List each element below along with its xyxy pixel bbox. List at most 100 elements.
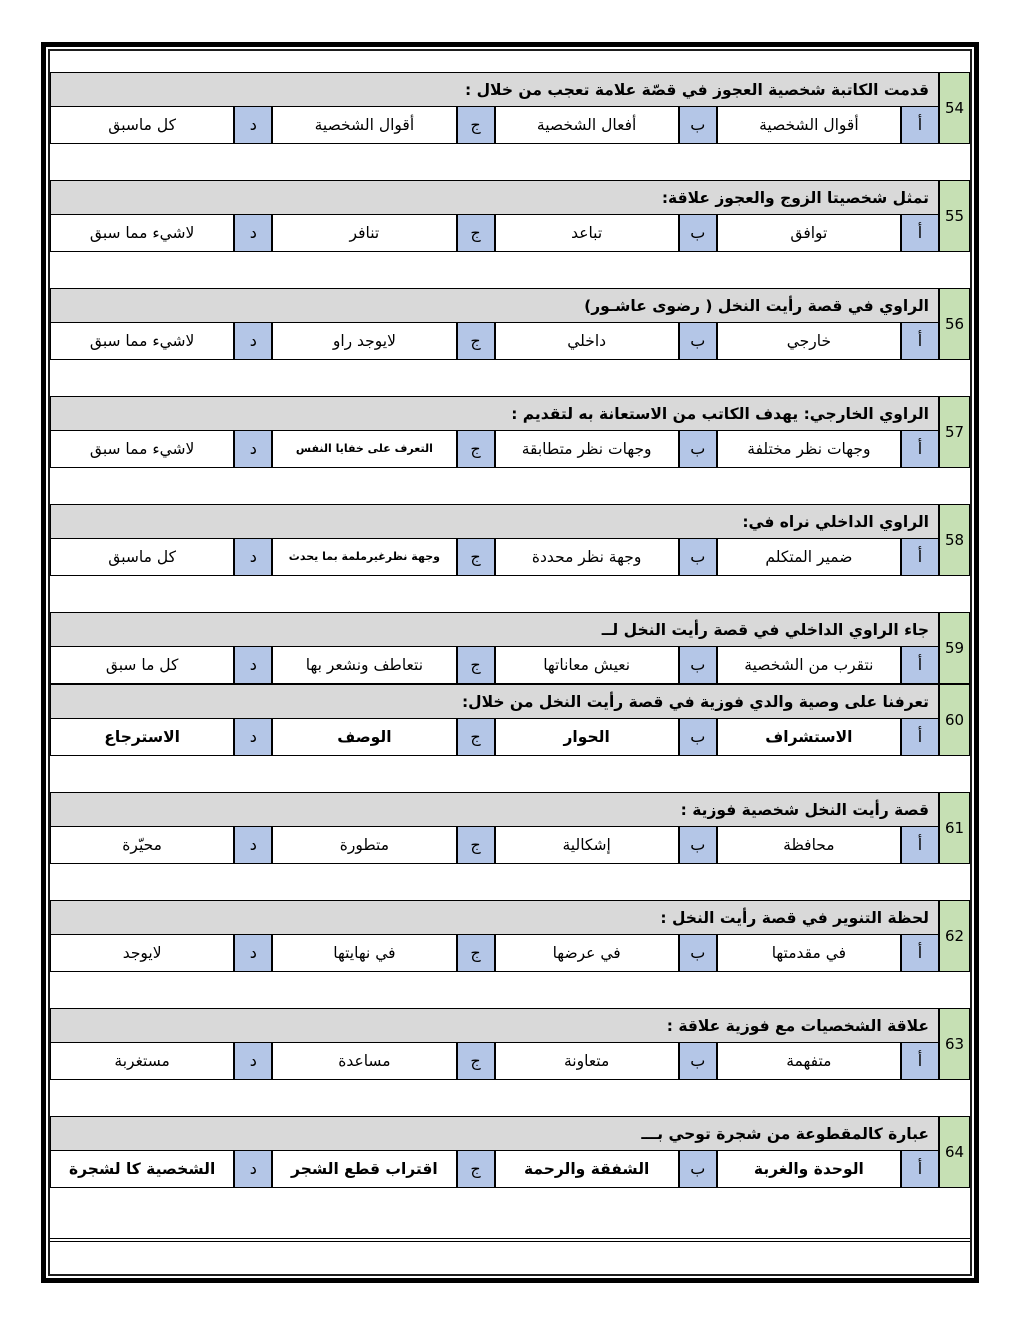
question-text: الراوي الداخلي نراه في: [742,512,929,531]
option-letter-a: أ [901,213,939,252]
option-text-a: الاستشراف [716,717,901,756]
question-number: 63 [939,1008,970,1080]
option-text-b: الشفقة والرحمة [494,1149,679,1188]
option-text-d: لايوجد [50,933,235,972]
options-row: أ خارجي ب داخلي ج لايوجد راو د لاشيء مما… [50,321,939,360]
question-header: الراوي في قصة رأيت النخل ( رضوى عاشـور) [50,288,939,323]
question-text: قصة رأيت النخل شخصية فوزية : [680,800,929,819]
question-header: قصة رأيت النخل شخصية فوزية : [50,792,939,827]
question-number: 54 [939,72,970,144]
option-letter-d: د [234,645,273,684]
option-letter-b: ب [678,933,717,972]
question-text: علاقة الشخصيات مع فوزية علاقة : [666,1016,929,1035]
bottom-empty-area [50,1188,970,1238]
options-row: أ الوحدة والغربة ب الشفقة والرحمة ج اقتر… [50,1149,939,1188]
option-text-c: اقتراب قطع الشجر [272,1149,457,1188]
option-text-a: خارجي [716,321,901,360]
spacer-row [50,576,970,612]
question-block: 55 تمثل شخصيتا الزوج والعجوز علاقة: أ تو… [50,180,970,252]
question-number-label: 55 [944,206,965,225]
option-text-c: الوصف [272,717,457,756]
question-header: جاء الراوي الداخلي في قصة رأيت النخل لــ [50,612,939,647]
option-letter-d: د [234,1149,273,1188]
question-header: لحظة التنوير في قصة رأيت النخل : [50,900,939,935]
option-text-b: داخلي [494,321,679,360]
question-text: لحظة التنوير في قصة رأيت النخل : [660,908,929,927]
option-letter-c: ج [456,825,495,864]
option-letter-c: ج [456,1149,495,1188]
question-block: 60 تعرفنا على وصية والدي فوزية في قصة رأ… [50,684,970,756]
option-text-b: أفعال الشخصية [494,105,679,144]
option-letter-b: ب [678,213,717,252]
option-letter-d: د [234,717,273,756]
option-letter-b: ب [678,429,717,468]
option-text-d: لاشيء مما سبق [50,321,235,360]
option-text-a: في مقدمتها [716,933,901,972]
question-header: الراوي الداخلي نراه في: [50,504,939,539]
option-text-b: متعاونة [494,1041,679,1080]
option-letter-b: ب [678,645,717,684]
question-block: 58 الراوي الداخلي نراه في: أ ضمير المتكل… [50,504,970,576]
question-header: قدمت الكاتبة شخصية العجوز في قصّة علامة … [50,72,939,107]
option-text-c: لايوجد راو [272,321,457,360]
option-text-a: ضمير المتكلم [716,537,901,576]
option-text-d: محيّرة [50,825,235,864]
option-text-d: لاشيء مما سبق [50,429,235,468]
question-block: 61 قصة رأيت النخل شخصية فوزية : أ محافظة… [50,792,970,864]
options-row: أ محافظة ب إشكالية ج متطورة د محيّرة [50,825,939,864]
options-row: أ أقوال الشخصية ب أفعال الشخصية ج أقوال … [50,105,939,144]
question-number: 59 [939,612,970,684]
question-block: 57 الراوي الخارجي: يهدف الكاتب من الاستع… [50,396,970,468]
option-text-b: إشكالية [494,825,679,864]
option-letter-a: أ [901,1149,939,1188]
spacer-row [50,252,970,288]
option-letter-b: ب [678,717,717,756]
option-letter-d: د [234,1041,273,1080]
spacer-row [50,972,970,1008]
spacer-row [50,360,970,396]
option-letter-a: أ [901,645,939,684]
question-number: 56 [939,288,970,360]
question-block: 59 جاء الراوي الداخلي في قصة رأيت النخل … [50,612,970,684]
option-text-d: لاشيء مما سبق [50,213,235,252]
option-text-a: أقوال الشخصية [716,105,901,144]
option-text-c: التعرف على خفايا النفس [272,429,457,468]
options-row: أ متفهمة ب متعاونة ج مساعدة د مستغربة [50,1041,939,1080]
question-block: 54 قدمت الكاتبة شخصية العجوز في قصّة علا… [50,72,970,144]
option-letter-c: ج [456,105,495,144]
option-letter-d: د [234,213,273,252]
option-text-d: الشخصية كا لشجرة [50,1149,235,1188]
option-letter-a: أ [901,429,939,468]
question-text: تعرفنا على وصية والدي فوزية في قصة رأيت … [461,692,929,711]
option-letter-a: أ [901,105,939,144]
option-letter-c: ج [456,645,495,684]
option-letter-b: ب [678,537,717,576]
question-number-label: 62 [944,926,965,945]
question-number-label: 57 [944,422,965,441]
question-text: عبارة كالمقطوعة من شجرة توحي بـــ [641,1124,929,1143]
option-letter-d: د [234,825,273,864]
question-number: 61 [939,792,970,864]
option-text-d: كل ماسبق [50,105,235,144]
option-letter-a: أ [901,537,939,576]
spacer-row [50,864,970,900]
question-header: تعرفنا على وصية والدي فوزية في قصة رأيت … [50,684,939,719]
option-letter-b: ب [678,825,717,864]
option-text-a: الوحدة والغربة [716,1149,901,1188]
question-header: الراوي الخارجي: يهدف الكاتب من الاستعانة… [50,396,939,431]
question-block: 64 عبارة كالمقطوعة من شجرة توحي بـــ أ ا… [50,1116,970,1188]
question-number: 58 [939,504,970,576]
option-text-c: وجهة نظرغيرملمة بما يحدث [272,537,457,576]
question-block: 56 الراوي في قصة رأيت النخل ( رضوى عاشـو… [50,288,970,360]
option-text-d: مستغربة [50,1041,235,1080]
question-text: جاء الراوي الداخلي في قصة رأيت النخل لــ [601,620,929,639]
option-letter-a: أ [901,1041,939,1080]
question-number-label: 59 [944,638,965,657]
options-row: أ ضمير المتكلم ب وجهة نظر محددة ج وجهة ن… [50,537,939,576]
option-letter-b: ب [678,105,717,144]
options-row: أ توافق ب تباعد ج تنافر د لاشيء مما سبق [50,213,939,252]
option-text-a: متفهمة [716,1041,901,1080]
option-text-c: أقوال الشخصية [272,105,457,144]
question-number-label: 54 [944,98,965,117]
